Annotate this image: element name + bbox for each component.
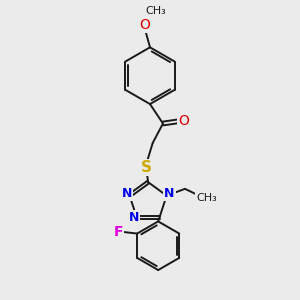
Text: S: S (141, 160, 152, 175)
Text: CH₃: CH₃ (196, 193, 217, 203)
Text: N: N (122, 188, 132, 200)
Text: N: N (164, 188, 175, 200)
Text: O: O (178, 114, 189, 128)
Text: O: O (139, 18, 150, 32)
Text: F: F (113, 225, 123, 239)
Text: N: N (129, 211, 139, 224)
Text: CH₃: CH₃ (145, 6, 166, 16)
